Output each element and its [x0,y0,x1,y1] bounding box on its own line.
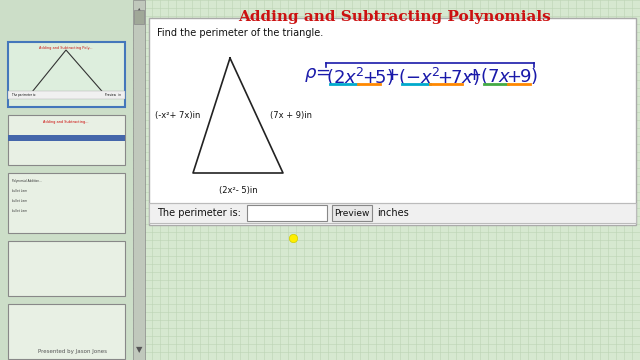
Text: $+$: $+$ [466,66,481,84]
Text: Adding and Subtracting Poly...: Adding and Subtracting Poly... [39,46,93,50]
Text: $(7x\!\!+\!\!9)$: $(7x\!\!+\!\!9)$ [480,66,538,86]
Text: inches: inches [377,208,409,218]
Bar [247,205,327,221]
Text: The perimeter is:: The perimeter is: [157,208,241,218]
Text: Preview: Preview [334,208,370,217]
Text: $(-x^2\!\!+\!\!7x)$: $(-x^2\!\!+\!\!7x)$ [398,66,480,88]
Bar [149,203,636,223]
Bar [133,0,145,360]
Bar [149,18,636,225]
Bar [134,10,144,24]
Bar [8,42,125,107]
Bar [8,304,125,359]
Text: (-x²+ 7x)in: (-x²+ 7x)in [155,111,200,120]
Text: Presented by Jason Jones: Presented by Jason Jones [38,349,106,354]
Bar [8,241,125,296]
Text: bullet item: bullet item [12,189,27,193]
Text: The perimeter is:: The perimeter is: [12,93,36,97]
Bar [0,0,133,360]
Text: Find the perimeter of the triangle.: Find the perimeter of the triangle. [157,28,323,38]
Text: $(2x^2\!\!+\!\!5)$: $(2x^2\!\!+\!\!5)$ [326,66,394,88]
Bar [8,173,125,233]
Text: (7x + 9)in: (7x + 9)in [269,111,312,120]
Bar [8,135,125,141]
Bar [332,205,372,221]
Text: Adding and Subtracting...: Adding and Subtracting... [44,120,89,124]
Text: ▲: ▲ [136,6,142,15]
Text: $\rho$=: $\rho$= [304,66,331,84]
Text: Adding and Subtracting Polynomials: Adding and Subtracting Polynomials [239,10,552,24]
Text: bullet item: bullet item [12,209,27,213]
Bar [8,91,125,99]
Text: $+$: $+$ [384,66,399,84]
Text: Polynomial Addition...: Polynomial Addition... [12,179,42,183]
Text: ▼: ▼ [136,345,142,354]
Text: Preview   in: Preview in [105,93,121,97]
Bar [8,115,125,165]
Text: bullet item: bullet item [12,199,27,203]
Text: (2x²- 5)in: (2x²- 5)in [219,186,257,195]
